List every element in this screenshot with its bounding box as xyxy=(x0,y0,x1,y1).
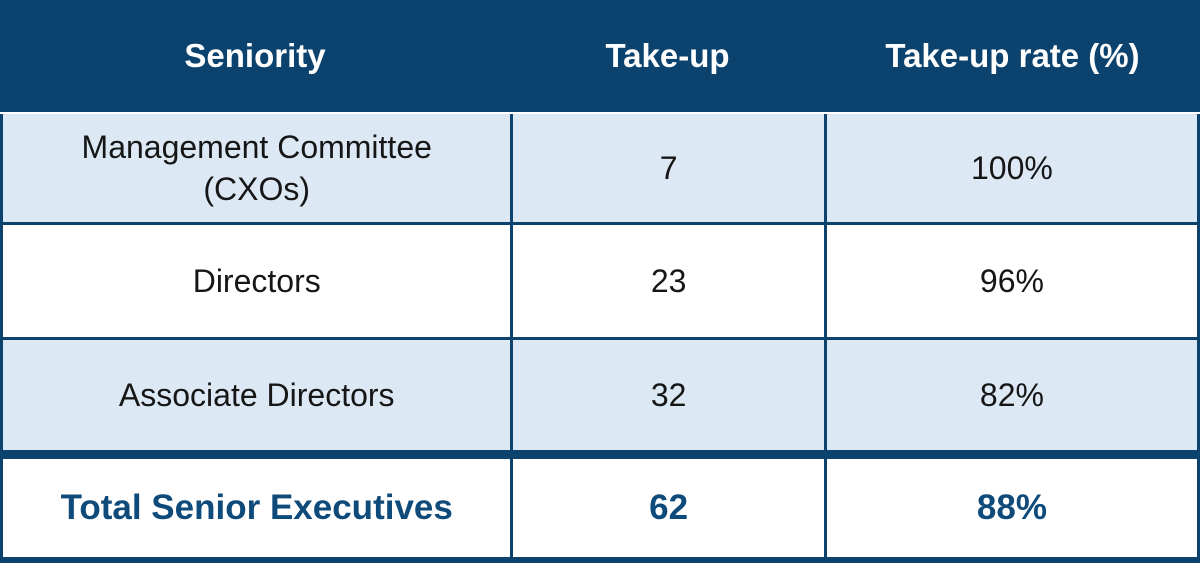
header-cell-take-up-rate: Take-up rate (%) xyxy=(885,37,1140,74)
table-row-management-committee: Management Committee (CXOs) 7 100% xyxy=(3,114,1197,225)
cell-take-up-rate: 96% xyxy=(823,225,1197,337)
cell-seniority: Management Committee (CXOs) xyxy=(3,114,510,222)
cell-take-up: 7 xyxy=(510,114,823,222)
table-row-directors: Directors 23 96% xyxy=(3,225,1197,340)
table-row-associate-directors: Associate Directors 32 82% xyxy=(3,340,1197,459)
cell-take-up: 32 xyxy=(510,340,823,450)
total-cell-take-up: 62 xyxy=(510,459,823,557)
header-divider xyxy=(0,112,1200,114)
total-cell-take-up-rate: 88% xyxy=(823,459,1197,557)
header-cell-take-up: Take-up xyxy=(605,37,730,74)
cell-take-up-rate: 100% xyxy=(823,114,1197,222)
cell-take-up-rate: 82% xyxy=(823,340,1197,450)
cell-seniority: Associate Directors xyxy=(118,376,395,413)
cell-take-up: 23 xyxy=(510,225,823,337)
table-total-row: Total Senior Executives 62 88% xyxy=(3,459,1197,557)
table-body: Management Committee (CXOs) 7 100% Direc… xyxy=(0,114,1200,557)
total-cell-seniority: Total Senior Executives xyxy=(60,488,453,527)
cell-seniority-label: Management Committee (CXOs) xyxy=(81,128,432,207)
bottom-accent-bar xyxy=(0,557,1200,563)
header-cell-seniority: Seniority xyxy=(184,37,326,74)
table-header-row: Seniority Take-up Take-up rate (%) xyxy=(0,0,1200,112)
cell-seniority: Directors xyxy=(192,262,321,299)
